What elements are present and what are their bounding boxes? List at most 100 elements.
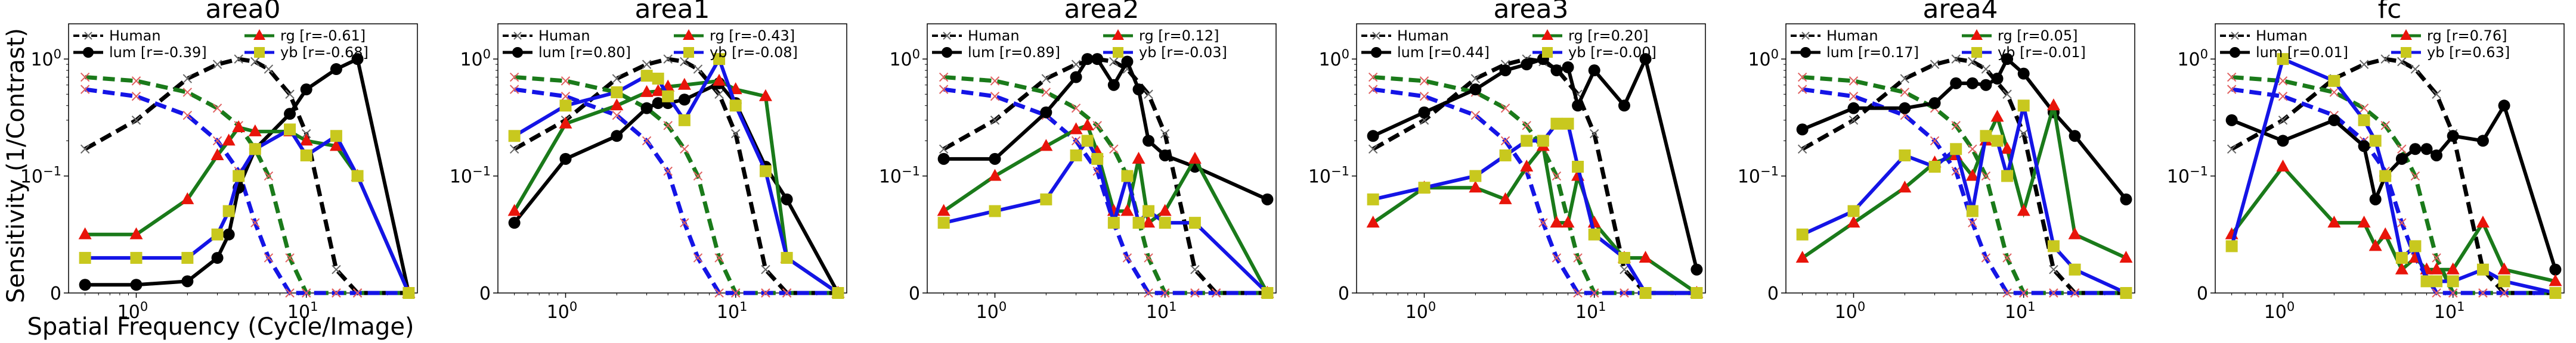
rg-point — [937, 204, 950, 216]
plot-area — [937, 53, 1274, 299]
y-tick-label: 10−1 — [20, 164, 61, 188]
human-marker — [2359, 60, 2369, 69]
yb-point — [2047, 240, 2060, 252]
human-marker — [1968, 57, 1977, 67]
human-marker — [730, 288, 741, 298]
yb-point — [330, 130, 342, 142]
yb-point — [1070, 149, 1082, 161]
rg-point — [651, 84, 665, 96]
human-marker — [509, 144, 519, 154]
yb-point — [1091, 152, 1104, 165]
legend-human-label: Human — [968, 27, 1020, 44]
human-marker — [2278, 116, 2288, 125]
human-marker — [1797, 85, 1807, 94]
human-marker — [2227, 85, 2237, 94]
human-marker — [332, 265, 341, 275]
yb-point — [1499, 149, 1512, 161]
legend-yb-marker — [254, 47, 265, 58]
lum-point — [2369, 193, 2382, 205]
lum-point — [1639, 53, 1652, 66]
human-marker — [509, 72, 519, 82]
human-marker — [264, 253, 274, 263]
human-marker — [782, 288, 792, 298]
rg-point — [2379, 227, 2392, 239]
plot-area — [1795, 53, 2133, 299]
lum-point — [2409, 143, 2422, 155]
lum-point — [2225, 114, 2238, 126]
human-marker — [1552, 171, 1562, 181]
human-marker — [1552, 253, 1562, 263]
rg-point — [1366, 216, 1380, 228]
legend-human-label: Human — [109, 27, 161, 44]
yb-point — [640, 70, 653, 82]
human-marker — [212, 103, 222, 113]
rg-point — [1188, 151, 1202, 164]
lum-point — [2498, 99, 2510, 112]
human-marker — [1071, 136, 1081, 146]
yb-point — [222, 205, 235, 217]
human-marker — [2002, 253, 2012, 263]
human-marker — [761, 288, 770, 298]
human-marker — [2018, 129, 2029, 139]
human-marker — [2448, 288, 2458, 298]
human-marker — [1190, 265, 1200, 275]
yb-point — [1521, 135, 1533, 147]
y-tick-label: 100 — [1748, 47, 1779, 70]
yb-point — [351, 170, 364, 182]
human-marker — [2380, 121, 2390, 130]
rg-point — [2119, 251, 2133, 263]
yb-point — [1980, 130, 1992, 142]
human-marker — [2410, 171, 2420, 181]
human-yb-line — [1373, 87, 1697, 295]
lum-point — [1521, 58, 1533, 71]
rg-point — [232, 120, 246, 133]
human-marker — [131, 92, 141, 101]
rg-point — [610, 98, 624, 111]
rg-point — [507, 204, 521, 216]
legend-lum-label: lum [r=-0.39] — [109, 44, 207, 61]
plot-area — [78, 53, 416, 299]
legend-lum-marker — [1371, 47, 1382, 58]
human-marker — [2018, 288, 2029, 298]
human-marker — [612, 111, 622, 120]
rg-point — [1498, 192, 1512, 204]
lum-point — [284, 108, 296, 120]
rg-point — [2430, 262, 2444, 275]
lum-point — [652, 97, 664, 110]
human-marker — [1190, 288, 1200, 298]
legend-rg-label: rg [r=0.12] — [1139, 27, 1219, 44]
yb-point — [1159, 217, 1171, 229]
yb-point — [79, 252, 91, 264]
y-tick-label: 0 — [50, 283, 61, 304]
lum-point — [1091, 53, 1104, 66]
yb-point — [1991, 135, 2004, 147]
legend-rg-marker — [683, 29, 695, 40]
yb-point — [1188, 217, 1201, 229]
human-marker — [1144, 253, 1153, 263]
lum-point — [1081, 53, 1094, 66]
lum-point — [2277, 135, 2289, 147]
yb-point — [1261, 287, 1274, 299]
rg-line — [2230, 164, 2556, 283]
rg-point — [1469, 180, 1482, 193]
legend-human-label: Human — [2256, 27, 2308, 44]
lum-line — [1372, 53, 1699, 270]
rg-point — [2068, 227, 2082, 239]
rg-point — [2368, 239, 2382, 251]
rg-point — [1639, 251, 1652, 263]
human-marker — [1900, 88, 1910, 97]
human-marker — [1900, 74, 1910, 83]
yb-point — [729, 99, 742, 112]
human-marker — [1589, 129, 1599, 139]
rg-point — [2017, 204, 2030, 216]
legend-lum-marker — [2230, 47, 2240, 58]
lum-point — [1261, 193, 1274, 205]
human-marker — [2499, 288, 2509, 298]
x-tick-label: 101 — [2005, 300, 2036, 323]
human-yb-line — [1802, 87, 2126, 295]
human-marker — [1797, 72, 1807, 82]
human-marker — [693, 253, 703, 263]
